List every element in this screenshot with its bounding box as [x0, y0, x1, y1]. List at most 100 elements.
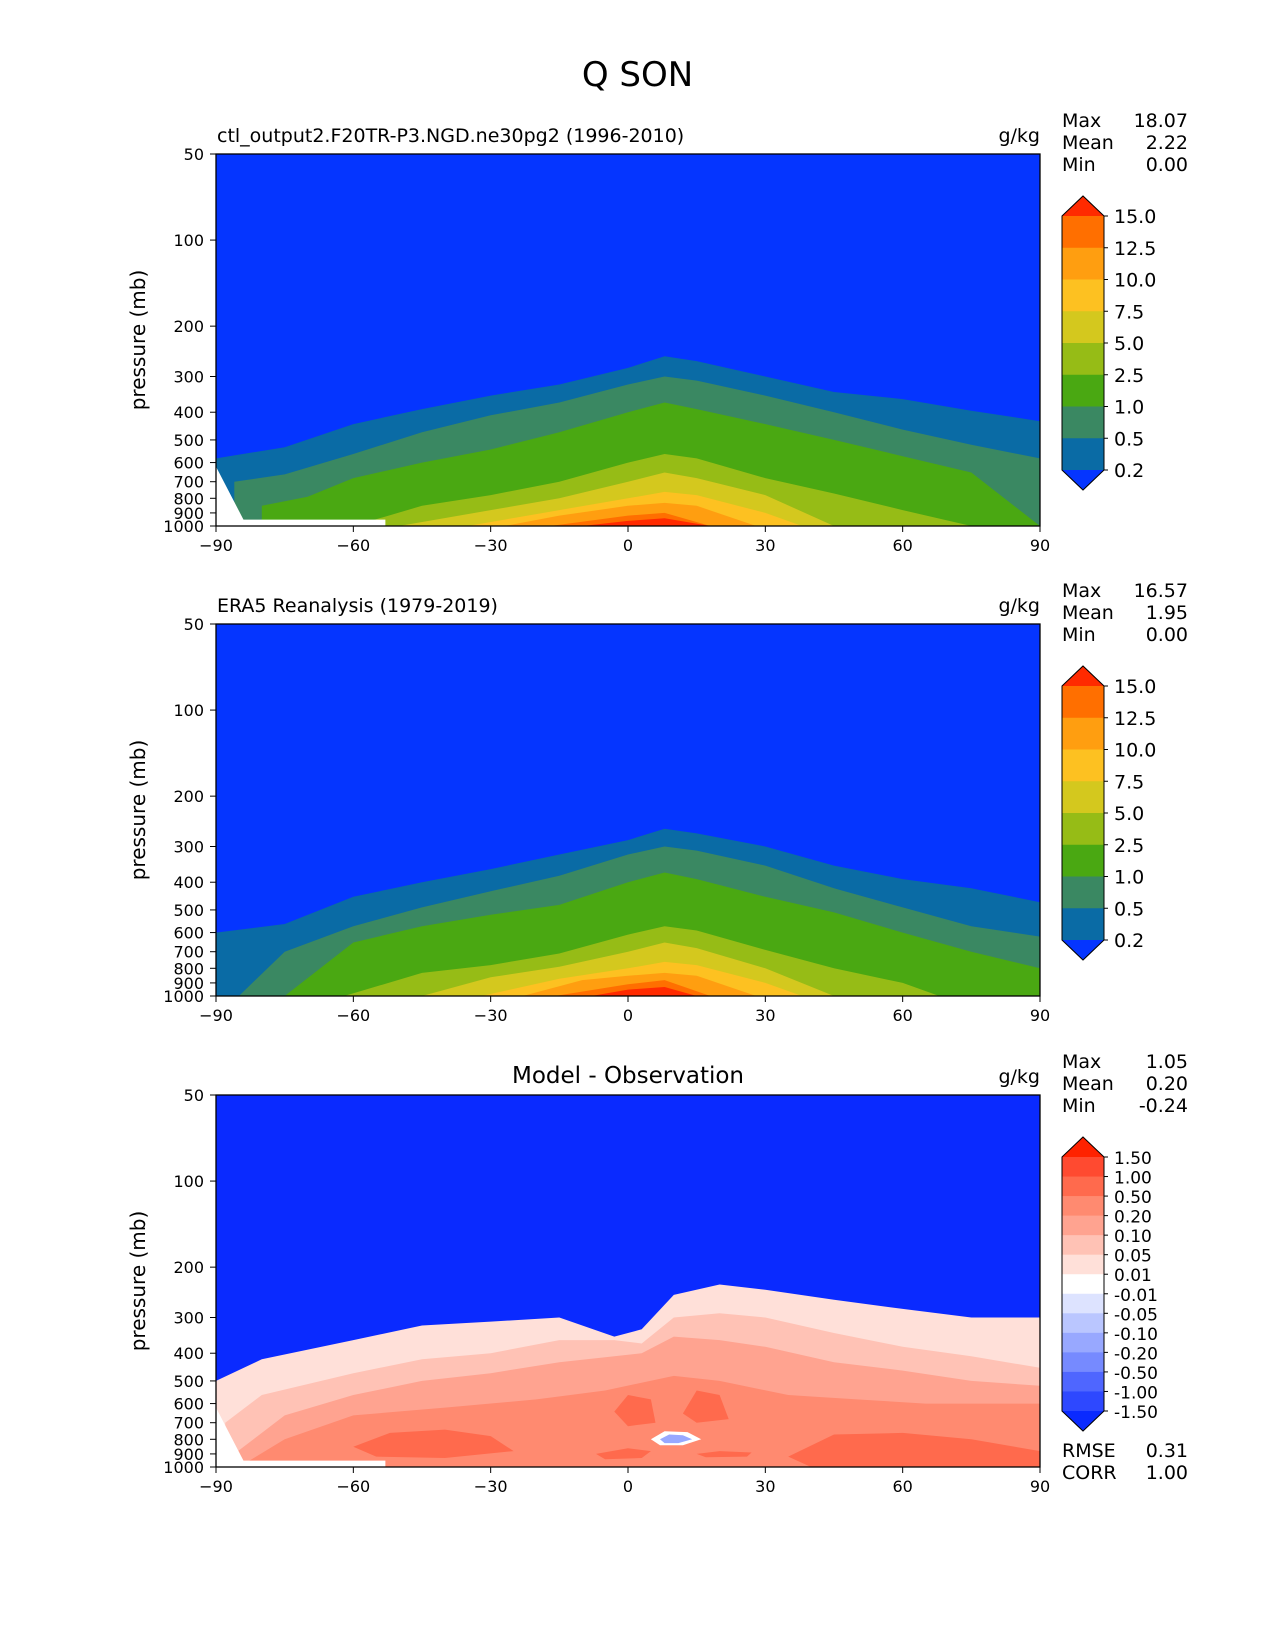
y-tick-label: 1000 — [163, 987, 204, 1006]
anomaly-blob-2 — [788, 1432, 1040, 1467]
stat-value-max: 1.05 — [1146, 1051, 1188, 1073]
colorbar — [1061, 1136, 1108, 1432]
colorbar-tick-label: 12.5 — [1114, 708, 1156, 730]
y-tick-label: 50 — [184, 145, 204, 164]
anomaly-blob-4 — [682, 1390, 729, 1423]
y-tick-label: 500 — [173, 901, 204, 920]
colorbar-tick-label: 0.2 — [1114, 460, 1144, 482]
colorbar-tick-label: 0.2 — [1114, 930, 1144, 952]
colorbar-swatch — [1062, 749, 1104, 782]
colorbar-tick-label: 15.0 — [1114, 206, 1156, 228]
contour-band-15.0 — [591, 987, 697, 996]
y-tick-label: 700 — [173, 943, 204, 962]
x-tick-label: −60 — [336, 1006, 370, 1025]
colorbar-tick-label: -1.50 — [1114, 1403, 1158, 1423]
colorbar-swatch — [1062, 1176, 1104, 1197]
y-tick-label: 800 — [173, 959, 204, 978]
colorbar-tick-label: 1.0 — [1114, 397, 1144, 419]
colorbar-swatch — [1062, 438, 1104, 471]
y-tick-label: 900 — [173, 1445, 204, 1464]
colorbar-tick-label: 1.0 — [1114, 867, 1144, 889]
y-tick-label: 100 — [173, 231, 204, 250]
y-tick-label: 300 — [173, 367, 204, 386]
x-tick-label: 30 — [755, 536, 775, 555]
x-tick-label: −60 — [336, 536, 370, 555]
colorbar-tick-label: 2.5 — [1114, 365, 1144, 387]
y-tick-label: 900 — [173, 504, 204, 523]
colorbar-swatch — [1062, 717, 1104, 750]
colorbar — [1061, 195, 1108, 491]
colorbar-tick-label: 0.20 — [1114, 1208, 1152, 1228]
colorbar — [1061, 665, 1108, 961]
colorbar-extend-max — [1062, 1137, 1104, 1157]
units-label: g/kg — [998, 1066, 1040, 1088]
anomaly-blob-5 — [596, 1448, 651, 1460]
colorbar-tick-label: 0.10 — [1114, 1227, 1152, 1247]
units-label: g/kg — [998, 595, 1040, 617]
x-tick-label: 90 — [1030, 536, 1050, 555]
contour-band-10.0 — [504, 502, 757, 526]
y-tick-label: 200 — [173, 317, 204, 336]
y-tick-label: 1000 — [163, 1458, 204, 1477]
missing-data-region — [216, 1407, 386, 1467]
colorbar-tick-label: 0.50 — [1114, 1188, 1152, 1208]
colorbar-swatch — [1062, 908, 1104, 941]
colorbar-tick-label: -0.05 — [1114, 1305, 1158, 1325]
panel-title: ctl_output2.F20TR-P3.NGD.ne30pg2 (1996-2… — [217, 125, 684, 147]
stat-label-min: Min — [1062, 154, 1096, 176]
colorbar-swatch — [1062, 781, 1104, 814]
colorbar-swatch — [1062, 1352, 1104, 1373]
stat-label-corr: CORR — [1062, 1462, 1117, 1484]
colorbar-swatch — [1062, 1235, 1104, 1256]
colorbar-swatch — [1062, 1157, 1104, 1178]
x-tick-label: 0 — [623, 536, 633, 555]
colorbar-tick-label: 2.5 — [1114, 835, 1144, 857]
contour-band-15.0 — [582, 518, 711, 526]
y-axis-label: pressure (mb) — [126, 1211, 150, 1352]
colorbar-tick-label: 12.5 — [1114, 238, 1156, 260]
colorbar-tick-label: -1.00 — [1114, 1383, 1158, 1403]
colorbar-tick-label: 7.5 — [1114, 301, 1144, 323]
colorbar-tick-label: 10.0 — [1114, 740, 1156, 762]
y-tick-label: 200 — [173, 787, 204, 806]
x-tick-label: 60 — [892, 536, 912, 555]
colorbar-swatch — [1062, 844, 1104, 877]
stat-value-corr: 1.00 — [1146, 1462, 1188, 1484]
colorbar-tick-label: 10.0 — [1114, 270, 1156, 292]
y-tick-label: 500 — [173, 431, 204, 450]
stat-value-min: 0.00 — [1146, 154, 1188, 176]
x-tick-label: −60 — [336, 1477, 370, 1496]
stat-value-rmse: 0.31 — [1146, 1440, 1188, 1462]
colorbar-swatch — [1062, 374, 1104, 407]
y-tick-label: 300 — [173, 1308, 204, 1327]
stat-value-min: 0.00 — [1146, 624, 1188, 646]
colorbar-tick-label: 5.0 — [1114, 803, 1144, 825]
y-tick-label: 700 — [173, 473, 204, 492]
y-tick-label: 50 — [184, 1086, 204, 1105]
colorbar-tick-label: -0.20 — [1114, 1344, 1158, 1364]
y-axis-label: pressure (mb) — [126, 270, 150, 411]
colorbar-swatch — [1062, 1215, 1104, 1236]
anomaly-blob-8 — [660, 1434, 693, 1444]
y-tick-label: 1000 — [163, 517, 204, 536]
colorbar-swatch — [1062, 406, 1104, 439]
x-tick-label: 90 — [1030, 1006, 1050, 1025]
colorbar-tick-label: -0.10 — [1114, 1325, 1158, 1345]
stat-label-max: Max — [1062, 1051, 1101, 1073]
stat-label-max: Max — [1062, 110, 1101, 132]
y-tick-label: 800 — [173, 489, 204, 508]
colorbar-tick-label: 0.01 — [1114, 1266, 1152, 1286]
colorbar-swatch — [1062, 1371, 1104, 1392]
colorbar-tick-label: 5.0 — [1114, 333, 1144, 355]
colorbar-extend-max — [1062, 196, 1104, 216]
stat-value-mean: 2.22 — [1146, 132, 1188, 154]
x-tick-label: 30 — [755, 1006, 775, 1025]
colorbar-tick-label: 1.00 — [1114, 1169, 1152, 1189]
colorbar-tick-label: 1.50 — [1114, 1149, 1152, 1169]
y-axis-label: pressure (mb) — [126, 740, 150, 881]
colorbar-tick-label: -0.01 — [1114, 1286, 1158, 1306]
stat-value-max: 18.07 — [1134, 110, 1188, 132]
stat-value-min: -0.24 — [1139, 1095, 1188, 1117]
stat-label-rmse: RMSE — [1062, 1440, 1116, 1462]
